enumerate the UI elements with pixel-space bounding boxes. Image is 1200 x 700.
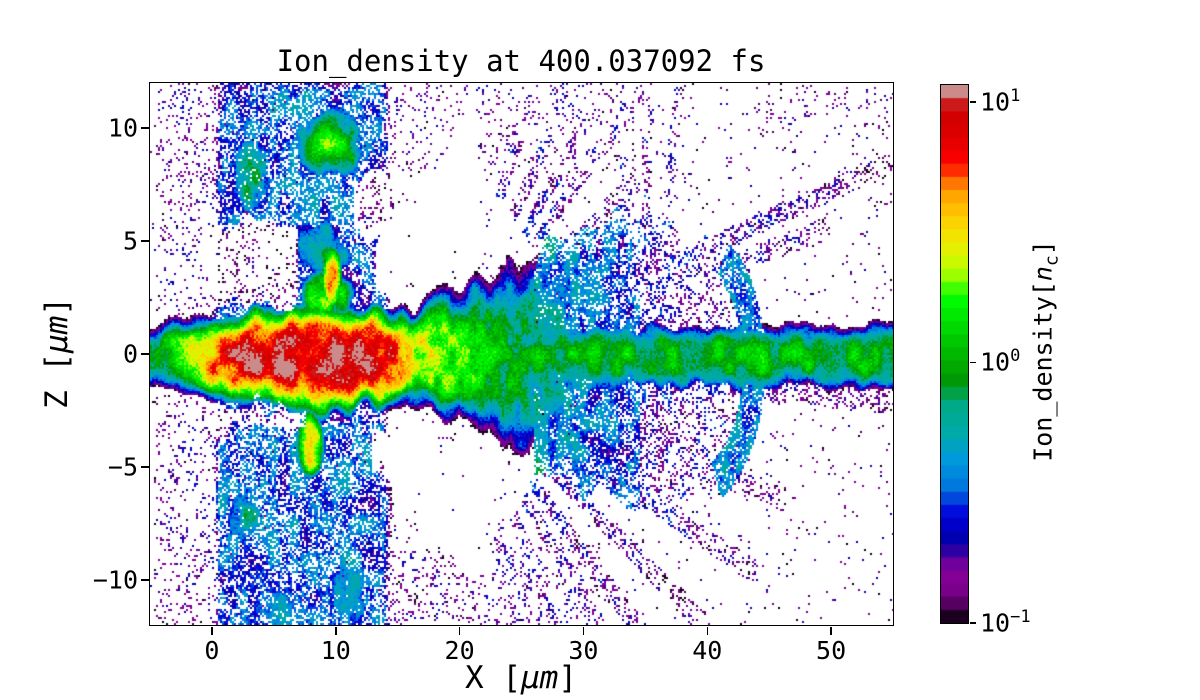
- plot-area: [148, 81, 894, 626]
- colorbar-tick-label: 101: [980, 87, 1020, 116]
- x-axis-label-prefix: X [: [465, 660, 521, 696]
- z-tick-mark: [140, 353, 149, 355]
- x-tick-mark: [582, 626, 585, 635]
- z-tick-label: −10: [92, 565, 138, 595]
- colorbar-canvas: [940, 84, 968, 623]
- x-tick-label: 20: [444, 636, 475, 665]
- z-tick-mark: [140, 579, 149, 581]
- colorbar-label-var: n: [1028, 266, 1058, 282]
- colorbar-label-suffix: ]: [1028, 240, 1058, 256]
- z-tick-label: −5: [107, 452, 138, 482]
- z-tick-label: 0: [122, 339, 138, 369]
- x-tick-label: 30: [568, 636, 599, 665]
- y-axis-label-suffix: ]: [39, 297, 75, 316]
- x-tick-mark: [830, 626, 832, 635]
- colorbar-tick-base: 10: [980, 608, 1011, 638]
- x-tick-label: 40: [692, 636, 723, 665]
- x-tick-label: 0: [204, 636, 220, 665]
- colorbar-tick-label: 100: [980, 348, 1020, 377]
- colorbar-tick-base: 10: [980, 87, 1011, 117]
- x-tick-label: 10: [320, 636, 351, 665]
- x-tick-mark: [335, 626, 337, 635]
- colorbar-tick-mark: [969, 361, 976, 364]
- colorbar-tick-exp: 1: [1010, 86, 1021, 107]
- x-axis-label-suffix: ]: [558, 660, 577, 696]
- x-tick-label: 50: [816, 636, 847, 665]
- colorbar-tick-exp: 0: [1010, 346, 1021, 367]
- colorbar-label-prefix: Ion_density[: [1028, 281, 1058, 462]
- density-map-canvas: [149, 82, 893, 625]
- x-axis-unit: μm: [521, 660, 559, 696]
- colorbar-tick-exp: −1: [1010, 607, 1031, 628]
- x-axis-label: X [μm]: [465, 660, 577, 696]
- x-tick-mark: [706, 626, 708, 635]
- z-tick-mark: [140, 240, 149, 242]
- colorbar-tick-base: 10: [980, 347, 1011, 377]
- colorbar-label-sub: c: [1041, 255, 1063, 267]
- x-tick-mark: [458, 626, 461, 635]
- z-tick-label: 10: [107, 113, 138, 143]
- colorbar-tick-mark: [969, 101, 976, 103]
- z-tick-label: 5: [122, 226, 138, 256]
- z-tick-mark: [140, 127, 149, 129]
- plot-title: Ion_density at 400.037092 fs: [276, 44, 766, 78]
- colorbar: [939, 83, 969, 624]
- colorbar-tick-label: 10−1: [980, 609, 1031, 638]
- colorbar-tick-mark: [969, 622, 976, 624]
- z-tick-mark: [140, 466, 149, 468]
- x-tick-mark: [211, 626, 213, 635]
- colorbar-label: Ion_density[nc]: [1028, 240, 1063, 462]
